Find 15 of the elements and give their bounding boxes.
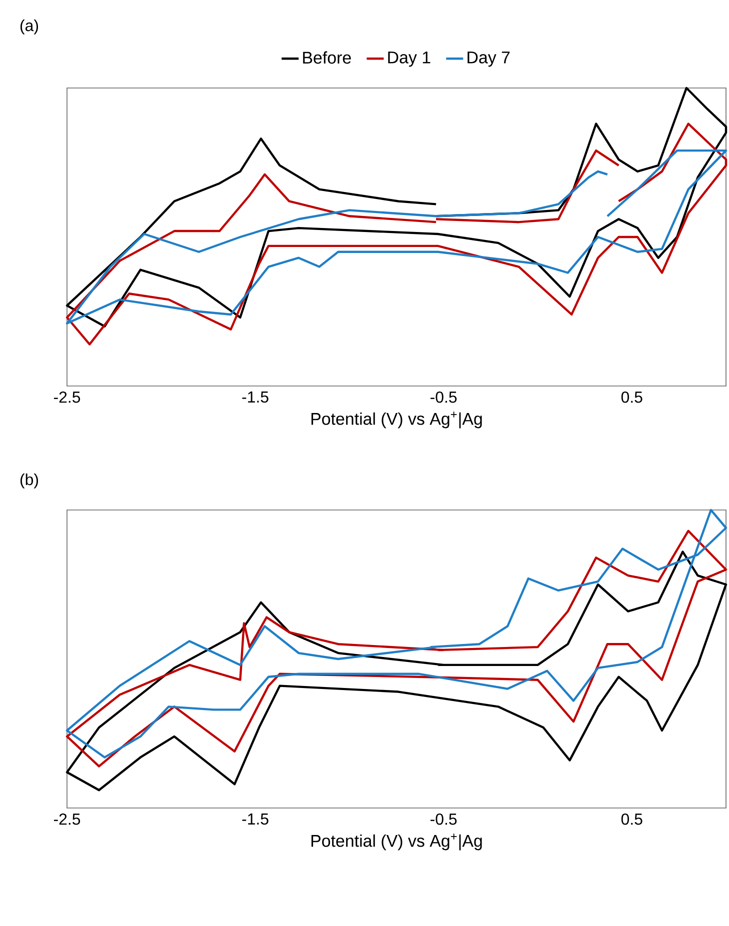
- x-tick-label: -2.5: [54, 392, 80, 403]
- x-tick-label: 0.5: [621, 392, 642, 403]
- legend-label: Day 1: [388, 52, 430, 67]
- text: (a): [20, 20, 38, 34]
- x-tick-label: -1.5: [242, 814, 268, 825]
- x-tick-label: -1.5: [242, 392, 268, 403]
- text: (b): [20, 474, 38, 488]
- x-axis-title: Potential (V) vs Ag$^{+}$|Ag: [311, 412, 482, 428]
- x-tick-label: -0.5: [430, 814, 457, 825]
- legend-label: Before: [303, 51, 351, 64]
- legend-label: Day 7: [468, 52, 510, 67]
- x-tick-label: 0.5: [621, 814, 642, 825]
- x-tick-label: -0.5: [430, 392, 457, 403]
- x-axis-title: Potential (V) vs Ag$^{+}$|Ag: [311, 834, 482, 850]
- x-tick-label: -2.5: [54, 814, 80, 825]
